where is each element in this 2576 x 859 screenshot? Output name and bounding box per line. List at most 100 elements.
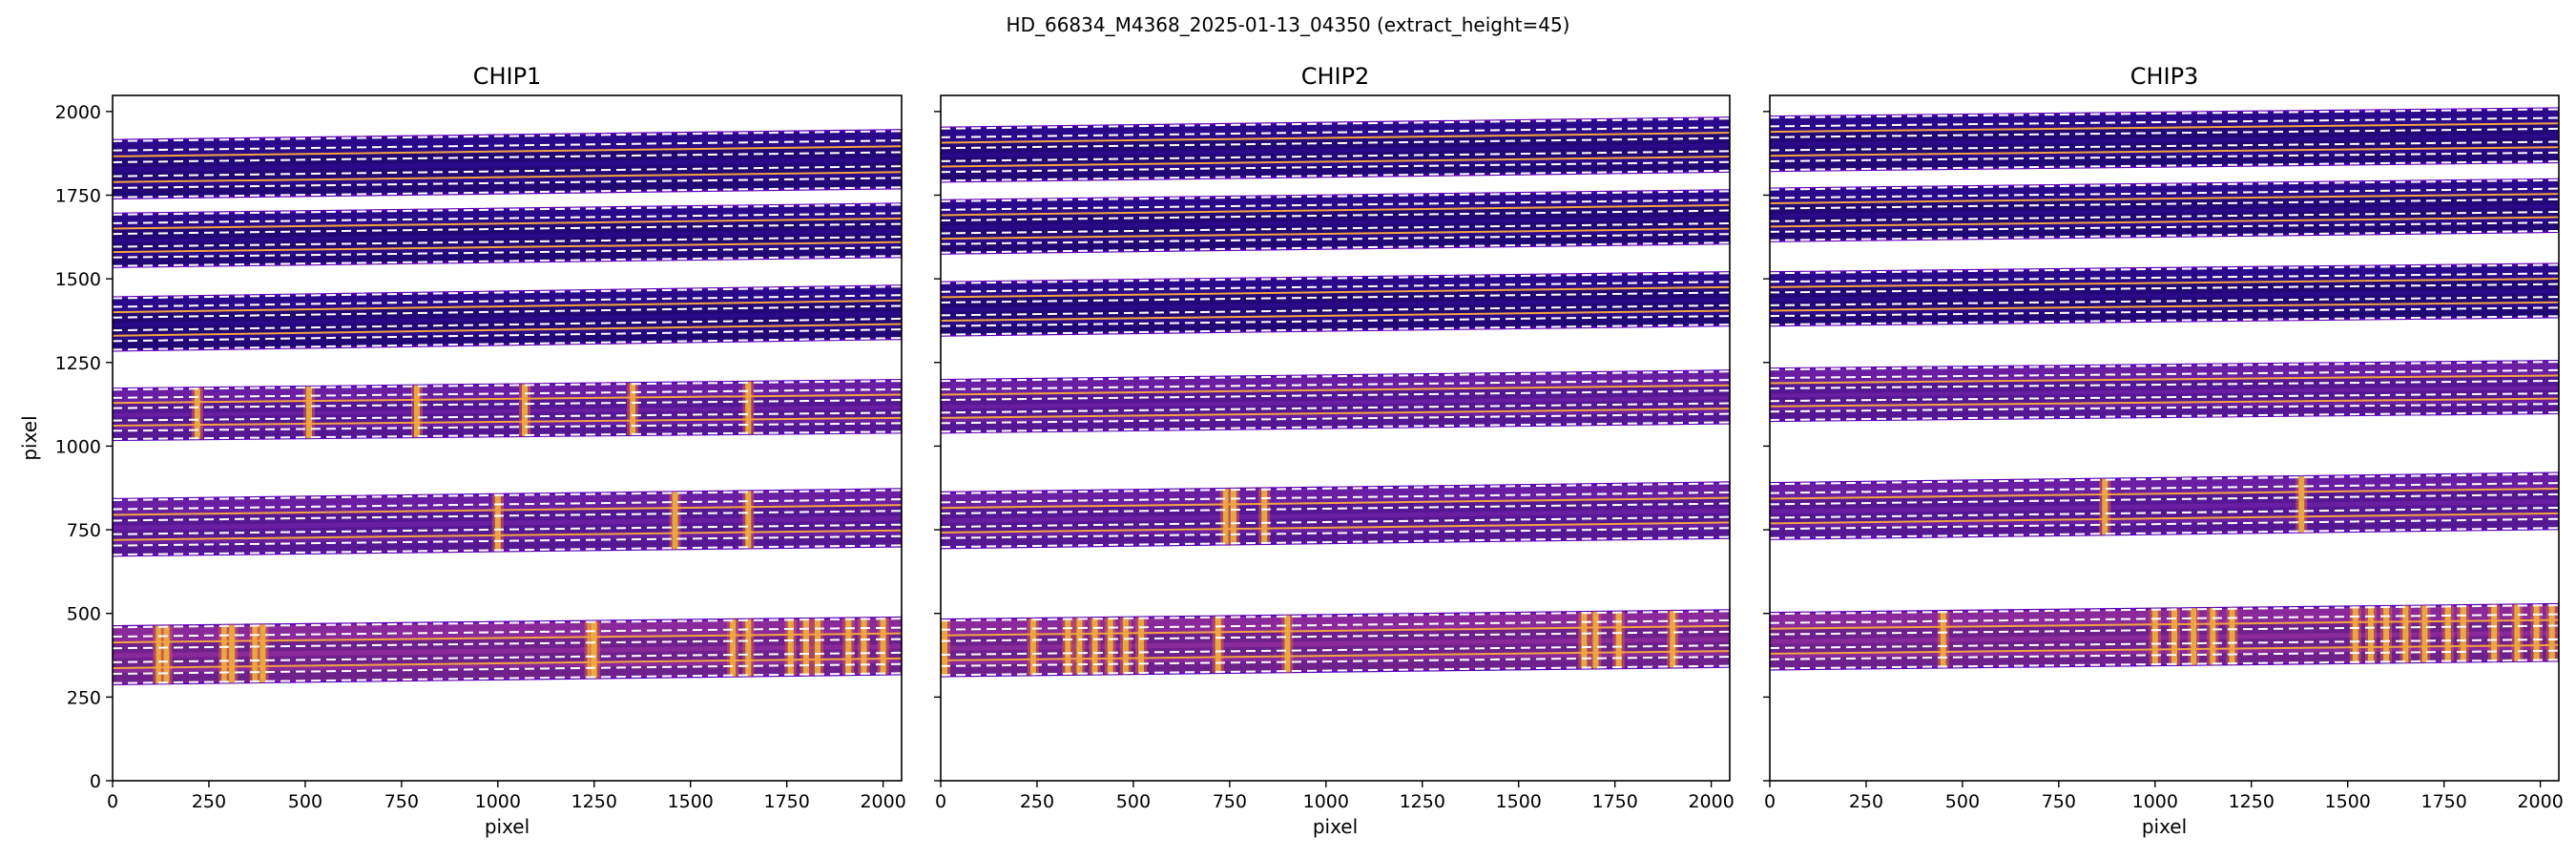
x-tick-label: 2000 bbox=[860, 791, 905, 812]
emission-feature-core bbox=[1137, 617, 1144, 675]
extraction-boundary bbox=[113, 165, 902, 178]
x-tick-label: 1250 bbox=[1400, 791, 1445, 812]
extraction-boundary bbox=[113, 317, 902, 332]
trace-line bbox=[941, 496, 1730, 510]
emission-feature-core bbox=[942, 618, 948, 677]
trace-line bbox=[113, 529, 902, 541]
x-tick-label: 0 bbox=[107, 791, 118, 812]
emission-feature-core bbox=[745, 491, 752, 549]
panel-title: CHIP3 bbox=[2130, 63, 2199, 90]
order-stripe bbox=[113, 301, 902, 324]
extraction-boundary bbox=[1770, 198, 2559, 210]
extraction-boundary bbox=[113, 510, 902, 522]
emission-feature-core bbox=[1670, 610, 1676, 668]
order-stripe bbox=[113, 314, 902, 337]
emission-feature-core bbox=[730, 618, 737, 677]
order-stripe bbox=[1770, 517, 2559, 538]
order-stripe bbox=[113, 520, 902, 540]
echelle-order bbox=[113, 616, 902, 686]
x-axis-label: pixel bbox=[2142, 815, 2187, 838]
trace-line bbox=[941, 384, 1730, 396]
order-stripe bbox=[1770, 195, 2559, 215]
extraction-boundary bbox=[113, 489, 902, 501]
trace-line bbox=[1770, 122, 2559, 134]
trace-line bbox=[941, 624, 1730, 637]
emission-feature-core bbox=[2383, 605, 2390, 663]
emission-feature-core bbox=[1091, 618, 1098, 675]
plot-area bbox=[1770, 95, 2559, 781]
x-tick-label: 500 bbox=[288, 791, 322, 812]
emission-feature-core bbox=[229, 624, 236, 683]
extraction-boundary bbox=[941, 169, 1730, 182]
trace-line bbox=[941, 650, 1730, 661]
extraction-boundary bbox=[113, 399, 902, 409]
order-stripe bbox=[113, 648, 902, 668]
extraction-boundary bbox=[1770, 178, 2559, 191]
order-stripe bbox=[1770, 620, 2559, 639]
emission-feature-core bbox=[1230, 488, 1236, 545]
extraction-boundary bbox=[1770, 392, 2559, 403]
extraction-boundary bbox=[113, 626, 902, 639]
emission-feature-core bbox=[1107, 617, 1113, 675]
extraction-boundary bbox=[941, 402, 1730, 414]
order-stripe bbox=[113, 246, 902, 266]
emission-feature-core bbox=[845, 618, 852, 676]
extraction-boundary bbox=[1770, 506, 2559, 519]
extraction-boundary bbox=[113, 380, 902, 391]
emission-feature-core bbox=[2402, 605, 2409, 663]
extraction-boundary bbox=[1770, 151, 2559, 162]
x-tick-label: 500 bbox=[1116, 791, 1151, 812]
axes-frame bbox=[940, 94, 1731, 782]
x-tick-label: 1500 bbox=[1496, 791, 1542, 812]
extraction-boundary bbox=[941, 389, 1730, 402]
extraction-boundary bbox=[113, 246, 902, 259]
extraction-boundary bbox=[941, 126, 1730, 138]
extraction-boundary bbox=[113, 638, 902, 650]
trace-line bbox=[113, 657, 902, 669]
chip-panel-3: CHIP3 0 250 500 750 1000 1250 1500 1750 2000 pixel bbox=[1763, 63, 2564, 838]
extraction-boundary bbox=[941, 610, 1730, 622]
extraction-boundary bbox=[1770, 659, 2559, 670]
extraction-boundary bbox=[113, 328, 902, 343]
extraction-boundary bbox=[113, 304, 902, 319]
extraction-boundary bbox=[1770, 296, 2559, 306]
emission-feature-core bbox=[1222, 488, 1229, 545]
echelle-order bbox=[113, 488, 902, 557]
extraction-boundary bbox=[1770, 379, 2559, 389]
x-tick-label: 1000 bbox=[2132, 791, 2178, 812]
emission-feature-core bbox=[522, 384, 529, 437]
extraction-boundary bbox=[941, 117, 1730, 130]
trace-line bbox=[113, 217, 902, 230]
emission-feature-core bbox=[2533, 604, 2540, 661]
emission-feature-core bbox=[414, 385, 421, 438]
panel-title: CHIP2 bbox=[1301, 63, 1370, 90]
trace-line bbox=[113, 171, 902, 183]
extraction-boundary bbox=[1770, 315, 2559, 326]
order-stripe bbox=[113, 506, 902, 526]
extraction-boundary bbox=[113, 388, 902, 399]
extraction-boundary bbox=[941, 630, 1730, 642]
extraction-boundary bbox=[1770, 263, 2559, 275]
order-stripe bbox=[941, 160, 1730, 181]
axes-frame bbox=[1769, 94, 2560, 782]
extraction-boundary bbox=[941, 656, 1730, 667]
x-tick-label: 250 bbox=[192, 791, 226, 812]
extraction-boundary bbox=[1770, 272, 2559, 283]
x-axis-label: pixel bbox=[1313, 815, 1358, 838]
order-stripe bbox=[113, 161, 902, 182]
emission-feature-core bbox=[672, 492, 678, 550]
order-stripe bbox=[941, 134, 1730, 154]
extraction-boundary bbox=[941, 209, 1730, 222]
emission-feature-core bbox=[2421, 605, 2428, 663]
trace-line bbox=[113, 241, 902, 254]
x-tick-label: 500 bbox=[1945, 791, 1980, 812]
extraction-boundary bbox=[941, 370, 1730, 383]
x-tick-label: 1000 bbox=[1303, 791, 1349, 812]
emission-feature-core bbox=[745, 381, 752, 434]
order-stripe bbox=[113, 220, 902, 240]
trace-line bbox=[1770, 487, 2559, 500]
x-tick-label: 1750 bbox=[1591, 791, 1637, 812]
echelle-order bbox=[941, 481, 1730, 550]
y-tick-label: 750 bbox=[67, 520, 101, 541]
order-stripe bbox=[941, 206, 1730, 226]
